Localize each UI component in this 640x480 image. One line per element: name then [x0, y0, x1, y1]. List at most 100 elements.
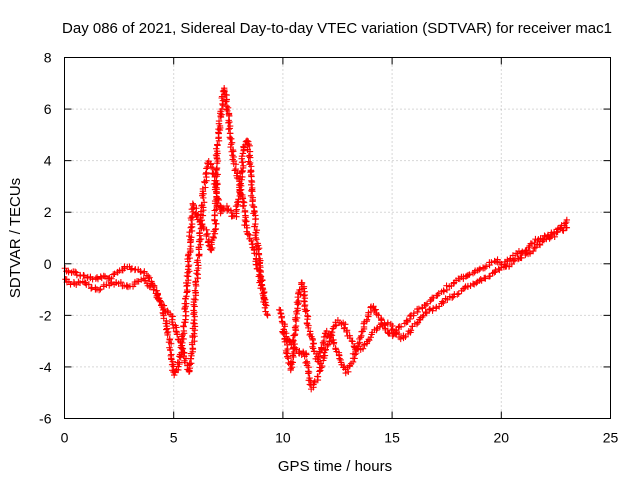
axis-ticks [64, 57, 611, 419]
data-point [167, 340, 175, 347]
data-point [150, 286, 157, 294]
data-point [210, 180, 218, 188]
data-point [191, 287, 199, 294]
data-point [260, 295, 268, 302]
data-point [237, 180, 244, 187]
data-point [259, 277, 266, 284]
data-point [423, 300, 431, 307]
data-point [345, 368, 352, 376]
data-point [225, 119, 232, 126]
data-point [241, 141, 249, 149]
data-point [186, 360, 193, 367]
data-point [181, 349, 188, 357]
data-point [240, 202, 247, 209]
data-point [531, 244, 538, 252]
data-point [320, 352, 327, 359]
data-point [492, 268, 499, 275]
y-tick-label: -4 [39, 359, 52, 375]
data-point [246, 142, 253, 150]
data-point [536, 241, 544, 249]
data-point [426, 306, 433, 314]
data-point [146, 274, 153, 281]
data-point [226, 118, 233, 126]
data-point [177, 354, 184, 361]
data-point [321, 346, 329, 354]
data-point [95, 286, 103, 294]
data-point [128, 265, 136, 272]
data-point [300, 285, 308, 292]
plot-frame [64, 57, 611, 419]
data-point [197, 241, 204, 248]
data-point [305, 324, 312, 332]
y-tick-label: -6 [39, 411, 52, 427]
data-point [357, 334, 364, 341]
data-point [440, 287, 447, 294]
x-tick-label: 20 [494, 430, 510, 446]
data-point [233, 206, 240, 213]
data-point [213, 190, 220, 197]
data-point [526, 248, 533, 256]
data-point [477, 276, 484, 283]
data-point [281, 323, 289, 330]
data-point [466, 271, 473, 278]
data-point [257, 278, 265, 285]
data-point [234, 199, 241, 206]
data-point [314, 373, 321, 380]
data-point [475, 266, 483, 274]
data-point [342, 321, 349, 328]
data-point [180, 323, 187, 330]
data-point [295, 297, 302, 305]
data-point [212, 151, 220, 159]
data-point [302, 308, 309, 315]
x-tick-label: 0 [61, 430, 69, 446]
data-point [190, 316, 198, 324]
data-point [397, 335, 404, 343]
data-point [103, 281, 110, 288]
data-point [226, 134, 234, 141]
data-point [427, 297, 434, 305]
data-point [389, 325, 397, 333]
data-point [518, 254, 525, 262]
data-point [160, 305, 168, 313]
data-point [187, 224, 194, 231]
data-point [519, 248, 526, 255]
data-point [110, 271, 117, 278]
data-point [291, 344, 299, 352]
data-point [183, 300, 190, 307]
data-point [422, 301, 429, 309]
data-point [290, 332, 297, 339]
data-point [367, 334, 374, 341]
data-point [230, 148, 237, 155]
data-point [178, 333, 185, 340]
y-tick-label: 0 [44, 256, 52, 272]
data-point [198, 202, 205, 210]
data-point [253, 236, 260, 243]
data-point [209, 233, 217, 241]
data-point [497, 264, 505, 271]
data-point [263, 310, 271, 318]
data-point [212, 220, 219, 227]
data-point [288, 363, 296, 371]
data-point [190, 295, 198, 303]
data-point [251, 208, 258, 216]
data-point [117, 279, 125, 286]
data-point [310, 340, 317, 347]
data-point [343, 328, 350, 336]
data-point [309, 345, 317, 352]
data-point [193, 212, 200, 220]
data-point [422, 308, 429, 316]
data-point [301, 353, 308, 360]
data-point [238, 176, 245, 183]
data-point [249, 188, 256, 195]
data-point [208, 244, 216, 252]
tick-labels: 0 5 10 15 20 25 -6 -4 -2 0 2 4 6 8 [39, 50, 618, 446]
data-point [173, 331, 181, 338]
data-point [223, 106, 230, 113]
data-point [454, 291, 461, 298]
data-point [300, 297, 308, 305]
data-point [215, 117, 223, 125]
data-point [190, 330, 198, 337]
data-point [287, 365, 295, 372]
data-point [85, 281, 93, 288]
data-point [328, 328, 336, 336]
